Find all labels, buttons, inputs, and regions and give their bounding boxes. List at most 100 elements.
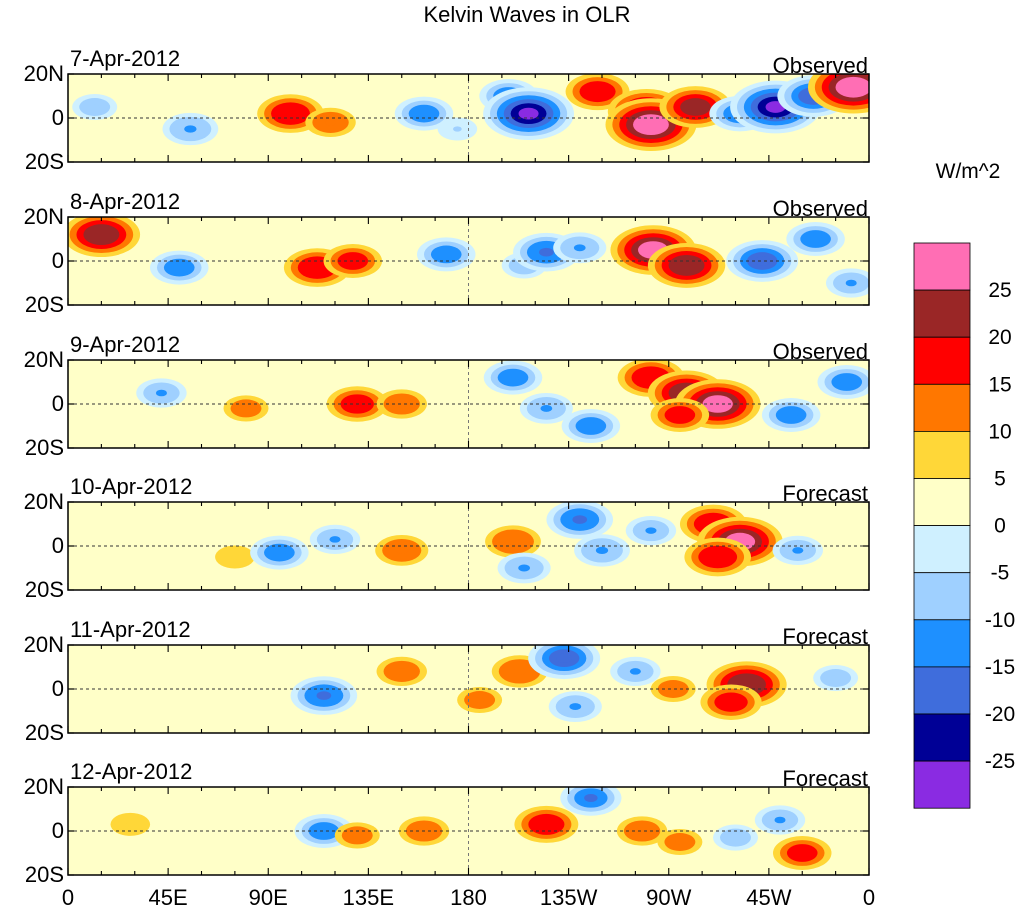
contour-core — [241, 405, 251, 412]
contour-core — [687, 102, 704, 112]
anomaly-blob — [560, 787, 622, 816]
anomaly-blob — [394, 96, 454, 131]
anomaly-blob — [754, 805, 806, 835]
anomaly-blob — [519, 393, 573, 424]
panel-date: 11-Apr-2012 — [70, 617, 191, 642]
anomaly-blob — [713, 824, 758, 851]
panel-type-label: Observed — [773, 196, 868, 221]
colorbar-swatch — [913, 430, 971, 479]
y-tick-label: 20N — [24, 347, 64, 372]
contour-core — [439, 250, 453, 259]
anomaly-blob — [483, 360, 543, 395]
contour-core — [92, 229, 110, 240]
y-tick-label: 20N — [24, 489, 64, 514]
panel-date: 7-Apr-2012 — [70, 46, 180, 71]
contour-core — [325, 119, 337, 126]
anomaly-blob — [250, 535, 309, 570]
contour-core — [724, 698, 738, 707]
x-tick-label: 90E — [249, 885, 288, 910]
contour-core — [843, 81, 864, 94]
colorbar-swatch — [913, 478, 971, 526]
anomaly-blob — [807, 74, 869, 114]
y-tick-label: 20N — [24, 632, 64, 657]
anomaly-blob — [150, 250, 209, 285]
anomaly-blob — [457, 686, 503, 714]
x-tick-label: 0 — [863, 885, 875, 910]
y-tick-label: 20S — [25, 720, 64, 745]
colorbar-label: 10 — [988, 420, 1011, 443]
panel-type-label: Forecast — [782, 766, 868, 791]
anomaly-blob — [528, 645, 601, 680]
anomaly-blob — [72, 93, 118, 121]
panel-type-label: Forecast — [782, 481, 868, 506]
contour-core — [474, 697, 485, 703]
colorbar-label: -5 — [991, 562, 1010, 585]
contour-core — [674, 839, 685, 845]
y-tick-label: 0 — [52, 818, 64, 843]
contour-core — [329, 536, 341, 543]
y-tick-label: 20S — [25, 577, 64, 602]
anomaly-blob — [437, 117, 478, 141]
anomaly-blob — [334, 822, 380, 849]
colorbar-swatch — [913, 383, 971, 432]
panel-type-label: Forecast — [782, 624, 868, 649]
contour-core — [629, 668, 641, 675]
anomaly-blob — [616, 816, 668, 846]
anomaly-blob — [309, 524, 361, 555]
x-tick-label: 90W — [646, 885, 691, 910]
contour-core — [230, 554, 240, 560]
contour-core — [125, 821, 135, 827]
anomaly-blob — [610, 656, 661, 687]
contour-core — [640, 118, 661, 131]
contour-core — [155, 389, 167, 397]
anomaly-blob — [514, 805, 579, 843]
anomaly-blob — [650, 398, 710, 432]
contour-core — [830, 675, 841, 681]
x-tick-label: 45E — [149, 885, 188, 910]
contour-core — [792, 547, 804, 554]
anomaly-blob — [546, 502, 614, 539]
colorbar-swatch — [913, 242, 971, 291]
contour-core — [417, 109, 431, 118]
colorbar-label: 25 — [988, 279, 1011, 302]
y-tick-label: 0 — [52, 105, 64, 130]
colorbar-label: -20 — [985, 703, 1015, 726]
anomaly-blob — [110, 812, 151, 836]
anomaly-blob — [726, 240, 799, 282]
anomaly-blob — [786, 222, 845, 256]
contour-core — [643, 373, 659, 382]
anomaly-blob — [305, 107, 356, 138]
contour-core — [754, 256, 771, 266]
contour-core — [395, 546, 408, 554]
y-tick-label: 20N — [24, 774, 64, 799]
y-tick-label: 20N — [24, 61, 64, 86]
contour-core — [518, 107, 539, 120]
anomaly-blob — [136, 378, 187, 408]
contour-core — [540, 404, 553, 412]
y-tick-label: 20N — [24, 204, 64, 229]
colorbar-swatch — [913, 289, 971, 338]
anomaly-blob — [290, 676, 358, 715]
contour-core — [845, 279, 857, 287]
y-tick-label: 0 — [52, 533, 64, 558]
contour-core — [710, 552, 726, 562]
map-panel: 20N 0 20S 8-Apr-2012 Observed — [24, 189, 870, 317]
anomaly-blob — [485, 525, 541, 558]
panel-date: 12-Apr-2012 — [70, 759, 192, 784]
panel-date: 8-Apr-2012 — [70, 189, 180, 214]
colorbar-label: 15 — [988, 373, 1011, 396]
anomaly-blob — [376, 389, 427, 419]
anomaly-blob — [68, 217, 141, 258]
colorbar-label: -25 — [985, 750, 1015, 773]
map-panel: 20N 0 20S 11-Apr-2012 Forecast — [24, 617, 870, 745]
contour-core — [730, 834, 741, 841]
panel-date: 9-Apr-2012 — [70, 332, 180, 357]
contour-core — [316, 691, 332, 700]
contour-core — [272, 548, 286, 557]
anomaly-blob — [813, 664, 859, 692]
anomaly-blob — [826, 268, 869, 298]
anomaly-blob — [773, 836, 832, 870]
colorbar-swatch — [913, 525, 971, 574]
contour-core — [784, 411, 798, 419]
